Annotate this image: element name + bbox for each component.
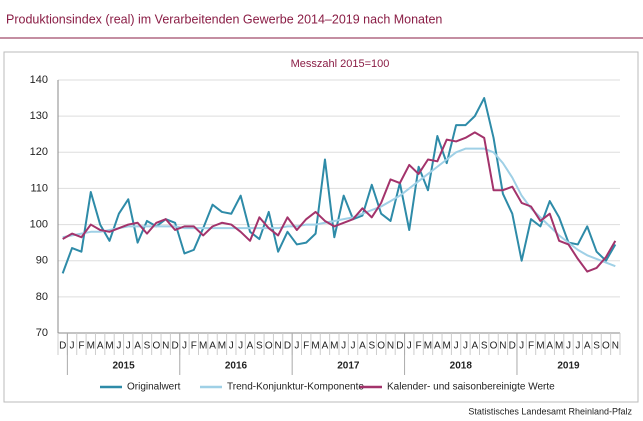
x-tick-label: M [105, 341, 113, 352]
x-tick-label: D [509, 341, 516, 352]
x-tick-label: N [162, 341, 169, 352]
y-tick-label: 100 [30, 218, 48, 230]
year-label: 2018 [450, 361, 473, 372]
x-tick-label: M [87, 341, 95, 352]
x-tick-label: A [322, 341, 329, 352]
year-label: 2017 [337, 361, 360, 372]
x-tick-label: F [528, 341, 534, 352]
x-tick-label: M [311, 341, 319, 352]
x-tick-label: O [265, 341, 273, 352]
y-tick-label: 80 [36, 291, 48, 303]
year-label: 2016 [225, 361, 248, 372]
x-tick-label: N [499, 341, 506, 352]
x-tick-label: A [546, 341, 553, 352]
x-tick-label: J [566, 341, 571, 352]
x-tick-label: J [70, 341, 75, 352]
x-tick-label: N [612, 341, 619, 352]
x-tick-label: S [481, 341, 488, 352]
y-tick-label: 120 [30, 146, 48, 158]
x-tick-label: F [303, 341, 309, 352]
x-tick-label: J [519, 341, 524, 352]
x-tick-label: A [247, 341, 254, 352]
x-tick-label: F [78, 341, 84, 352]
x-tick-label: O [377, 341, 385, 352]
x-tick-label: N [387, 341, 394, 352]
y-tick-label: 90 [36, 255, 48, 267]
x-tick-label: N [274, 341, 281, 352]
x-tick-label: M [218, 341, 226, 352]
x-tick-label: M [555, 341, 563, 352]
y-tick-label: 140 [30, 74, 48, 86]
x-tick-label: M [330, 341, 338, 352]
x-tick-label: S [256, 341, 263, 352]
x-tick-label: J [575, 341, 580, 352]
x-tick-label: S [368, 341, 375, 352]
x-tick-label: A [471, 341, 478, 352]
year-label: 2015 [112, 361, 135, 372]
chart-frame [3, 51, 639, 403]
y-tick-label: 70 [36, 327, 48, 339]
x-tick-label: A [209, 341, 216, 352]
x-tick-label: J [454, 341, 459, 352]
series-line [62, 147, 616, 268]
x-tick-label: S [593, 341, 600, 352]
x-tick-label: J [341, 341, 346, 352]
x-tick-label: J [463, 341, 468, 352]
y-tick-label: 130 [30, 110, 48, 122]
legend-label: Kalender- und saisonbereinigte Werte [387, 382, 555, 393]
legend-label: Originalwert [127, 382, 181, 393]
x-tick-label: A [134, 341, 141, 352]
x-tick-label: D [59, 341, 66, 352]
x-tick-label: J [351, 341, 356, 352]
x-tick-label: A [359, 341, 366, 352]
x-tick-label: M [199, 341, 207, 352]
x-tick-label: J [407, 341, 412, 352]
x-tick-label: A [584, 341, 591, 352]
x-tick-label: D [284, 341, 291, 352]
x-tick-label: D [171, 341, 178, 352]
source: Statistisches Landesamt Rheinland-Pfalz [468, 406, 632, 416]
x-tick-label: A [434, 341, 441, 352]
x-tick-label: O [602, 341, 610, 352]
year-label: 2019 [557, 361, 580, 372]
x-tick-label: M [536, 341, 544, 352]
x-tick-label: J [229, 341, 234, 352]
x-tick-label: O [152, 341, 160, 352]
x-tick-label: F [191, 341, 197, 352]
x-tick-label: J [116, 341, 121, 352]
x-tick-label: M [424, 341, 432, 352]
chart-title: Produktionsindex (real) im Verarbeitende… [6, 12, 442, 26]
x-tick-label: F [416, 341, 422, 352]
x-tick-label: M [443, 341, 451, 352]
series-line [62, 131, 617, 273]
x-tick-label: J [238, 341, 243, 352]
chart-subtitle: Messzahl 2015=100 [291, 58, 390, 70]
x-tick-label: S [144, 341, 151, 352]
x-tick-label: J [294, 341, 299, 352]
x-tick-label: D [396, 341, 403, 352]
y-tick-label: 110 [30, 182, 48, 194]
x-tick-label: J [126, 341, 131, 352]
series-line [61, 97, 617, 274]
legend-label: Trend-Konjunktur-Komponente [227, 382, 364, 393]
x-tick-label: J [182, 341, 187, 352]
x-tick-label: A [97, 341, 104, 352]
x-tick-label: O [490, 341, 498, 352]
